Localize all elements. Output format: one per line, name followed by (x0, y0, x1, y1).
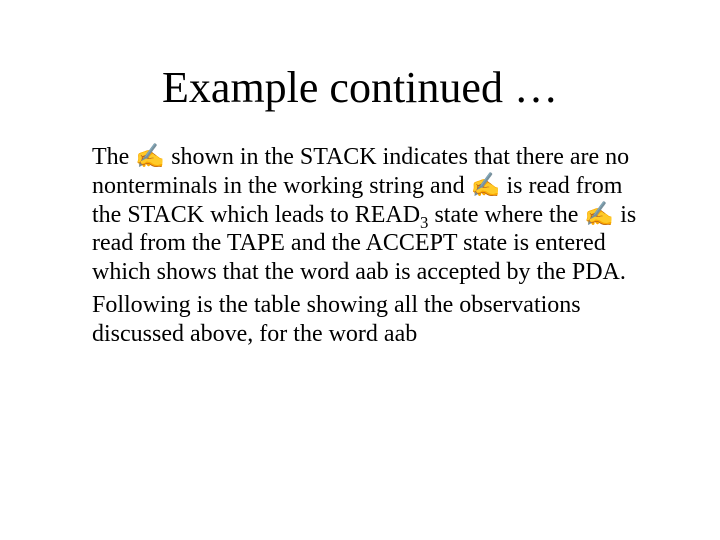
text-run: state where the (428, 202, 584, 228)
text-run: The (92, 144, 135, 170)
slide-body: The ✍ shown in the STACK indicates that … (0, 143, 720, 349)
slide: Example continued … The ✍ shown in the S… (0, 0, 720, 540)
slide-title: Example continued … (0, 0, 720, 143)
delta-icon: ✍ (471, 173, 501, 199)
delta-icon: ✍ (135, 144, 165, 170)
paragraph-1: The ✍ shown in the STACK indicates that … (92, 143, 645, 287)
delta-icon: ✍ (584, 202, 614, 228)
paragraph-2: Following is the table showing all the o… (92, 291, 645, 349)
